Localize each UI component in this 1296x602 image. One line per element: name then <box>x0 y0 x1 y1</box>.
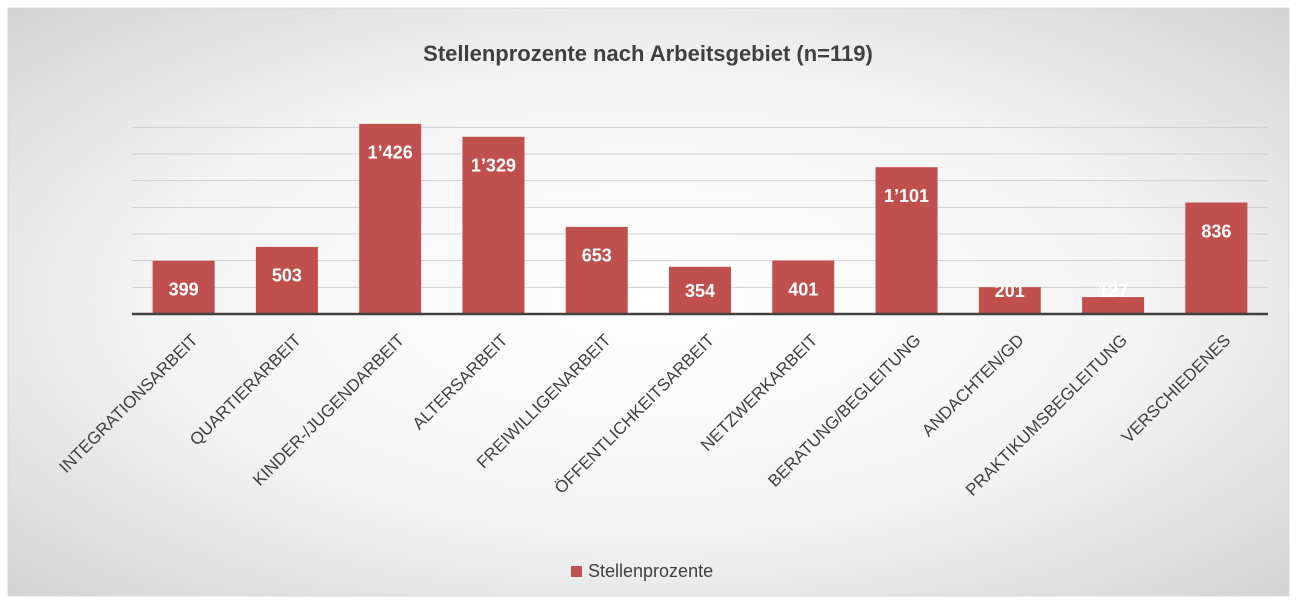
bar <box>772 260 835 314</box>
bar <box>462 136 525 314</box>
data-label: 354 <box>685 281 715 301</box>
data-label: 127 <box>1098 281 1128 301</box>
bar <box>978 287 1041 314</box>
bar <box>669 266 731 314</box>
data-label: 1’426 <box>368 143 413 163</box>
bar <box>1185 202 1248 314</box>
data-label: 201 <box>995 281 1025 301</box>
legend-label: Stellenprozente <box>588 561 713 581</box>
data-label: 399 <box>169 280 199 300</box>
bar <box>1082 297 1145 314</box>
data-label: 401 <box>788 279 818 299</box>
data-label: 1’101 <box>884 186 929 206</box>
data-label: 1’329 <box>471 156 516 176</box>
legend-swatch <box>571 566 582 577</box>
bar <box>359 123 422 314</box>
data-label: 836 <box>1201 221 1231 241</box>
bar <box>565 226 628 314</box>
bar <box>255 246 318 314</box>
bar <box>152 260 215 314</box>
chart-title: Stellenprozente nach Arbeitsgebiet (n=11… <box>423 41 873 66</box>
data-label: 503 <box>272 266 302 286</box>
data-label: 653 <box>582 246 612 266</box>
bar <box>875 167 938 314</box>
chart-area <box>7 7 1290 597</box>
